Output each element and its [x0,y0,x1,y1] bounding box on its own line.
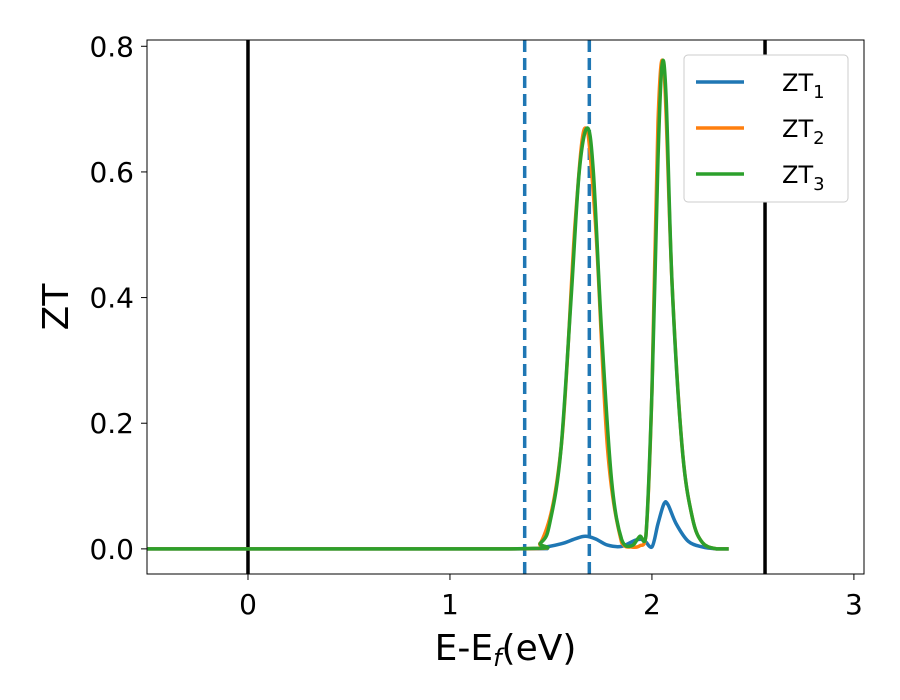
plot-area [147,40,767,574]
x-axis-label-main: E-E [435,628,493,669]
y-tick-label: 0.2 [89,407,134,440]
y-tick-label: 0.8 [89,30,134,63]
x-tick-label: 1 [441,588,459,621]
legend-label-sub: 3 [813,174,824,195]
y-axis-label: ZT [36,283,77,331]
series-line-zt1 [147,500,729,551]
x-axis-label-unit: (eV) [502,628,577,669]
legend-label: ZT2 [782,115,825,149]
legend-label-main: ZT [782,161,813,189]
x-tick-label: 0 [239,588,257,621]
x-axis-label: E-Ef(eV) [435,628,577,672]
y-tick-label: 0.6 [89,156,134,189]
series-line-zt2 [147,58,729,551]
y-tick-label: 0.4 [89,282,134,315]
legend-label-sub: 2 [813,128,824,149]
legend-label: ZT3 [782,161,825,195]
legend-label: ZT1 [782,69,825,103]
legend-box [683,54,849,203]
axis-ticks: 0 1 2 3 0.0 0.2 0.4 0.6 0.8 [89,30,862,621]
x-tick-label: 2 [643,588,661,621]
legend-label-sub: 1 [813,82,824,103]
y-tick-label: 0.0 [89,533,134,566]
legend-label-main: ZT [782,115,813,143]
plot-frame [146,39,865,575]
series-line-zt3 [147,58,729,551]
x-tick-label: 3 [845,588,863,621]
legend-label-main: ZT [782,69,813,97]
